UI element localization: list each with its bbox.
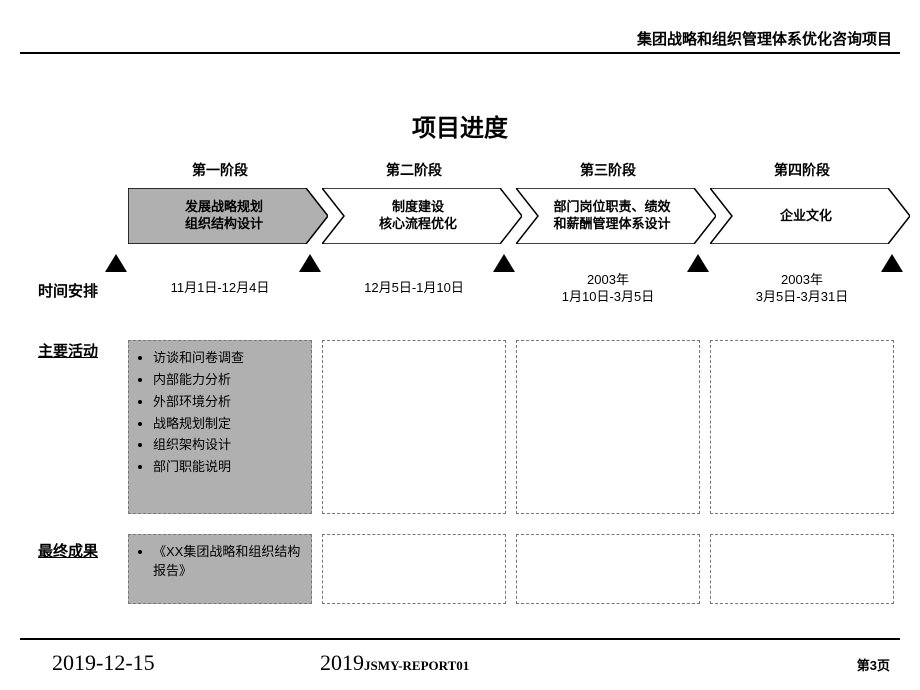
phase-chevron: 企业文化 [710, 188, 910, 244]
phase-chevron-text: 企业文化 [710, 188, 890, 244]
phase-time: 2003年1月10日-3月5日 [516, 272, 700, 306]
header-subtitle: 集团战略和组织管理体系优化咨询项目 [637, 28, 892, 49]
marker-row [0, 254, 920, 274]
footer-code: 2019JSMY-REPORT01 [320, 650, 469, 676]
phase-chevron: 部门岗位职责、绩效和薪酬管理体系设计 [516, 188, 716, 244]
activity-item: 内部能力分析 [153, 371, 303, 390]
chevron-row: 发展战略规划组织结构设计制度建设核心流程优化部门岗位职责、绩效和薪酬管理体系设计… [0, 188, 920, 248]
activity-item: 战略规划制定 [153, 415, 303, 434]
top-rule [20, 52, 900, 54]
section-label-result: 最终成果 [38, 540, 98, 561]
phase-chevron-text: 制度建设核心流程优化 [322, 188, 502, 244]
activity-item: 组织架构设计 [153, 436, 303, 455]
section-label-time: 时间安排 [38, 280, 98, 301]
phase-time: 2003年3月5日-3月31日 [710, 272, 894, 306]
timeline-marker-icon [493, 254, 515, 272]
timeline-marker-icon [105, 254, 127, 272]
timeline-marker-icon [881, 254, 903, 272]
phase-chevron-text: 发展战略规划组织结构设计 [128, 188, 308, 244]
activity-item: 部门职能说明 [153, 458, 303, 477]
phase-chevron: 发展战略规划组织结构设计 [128, 188, 328, 244]
activity-box: 访谈和问卷调查内部能力分析外部环境分析战略规划制定组织架构设计部门职能说明 [128, 340, 312, 514]
phase-label: 第一阶段 [170, 160, 270, 180]
activity-box [322, 340, 506, 514]
timeline-marker-icon [687, 254, 709, 272]
footer-code-year: 2019 [320, 650, 364, 675]
activity-box [710, 340, 894, 514]
phase-label: 第三阶段 [558, 160, 658, 180]
phase-chevron: 制度建设核心流程优化 [322, 188, 522, 244]
result-box [322, 534, 506, 604]
phase-chevron-text: 部门岗位职责、绩效和薪酬管理体系设计 [516, 188, 696, 244]
footer-date: 2019-12-15 [52, 650, 155, 676]
footer-page: 第3页 [857, 655, 890, 674]
timeline-marker-icon [299, 254, 321, 272]
activity-item: 外部环境分析 [153, 393, 303, 412]
result-box: 《XX集团战略和组织结构报告》 [128, 534, 312, 604]
activity-item: 访谈和问卷调查 [153, 349, 303, 368]
phase-time: 12月5日-1月10日 [322, 280, 506, 297]
result-item: 《XX集团战略和组织结构报告》 [153, 543, 303, 581]
bottom-rule [20, 638, 900, 640]
result-box [516, 534, 700, 604]
result-box [710, 534, 894, 604]
footer-code-suffix: JSMY-REPORT01 [364, 658, 469, 673]
section-label-activity: 主要活动 [38, 340, 98, 361]
page-title: 项目进度 [0, 108, 920, 143]
phase-label: 第四阶段 [752, 160, 852, 180]
phase-label: 第二阶段 [364, 160, 464, 180]
phase-time: 11月1日-12月4日 [128, 280, 312, 297]
activity-box [516, 340, 700, 514]
